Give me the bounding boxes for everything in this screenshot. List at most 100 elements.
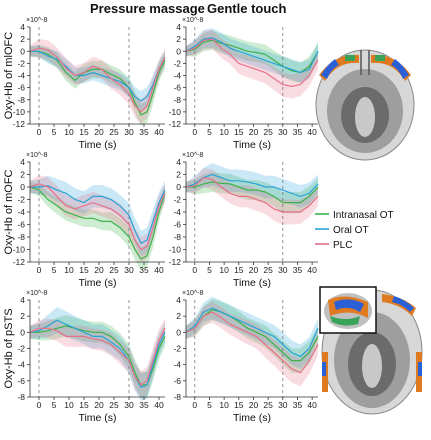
series-line-2: [185, 176, 319, 213]
x-tick-label: 0: [37, 400, 42, 410]
x-tick-label: 10: [219, 127, 229, 137]
y-tick-label: -2: [17, 58, 25, 68]
x-tick-label: 20: [94, 127, 104, 137]
x-tick-label: 40: [154, 400, 164, 410]
y-exponent-label: ×10^-8: [26, 17, 47, 24]
y-tick-label: -4: [17, 360, 25, 370]
y-tick-label: 0: [20, 327, 25, 337]
x-tick-label: 40: [154, 127, 164, 137]
x-tick-label: 15: [234, 127, 244, 137]
error-band-2: [30, 318, 165, 399]
y-tick-label: -10: [169, 245, 182, 255]
legend-label-oral-ot: Oral OT: [333, 225, 369, 236]
x-axis-label: Time (s): [233, 412, 271, 424]
legend-label-intranasal-ot: Intranasal OT: [333, 210, 394, 221]
panel-0-0: 0 5 10 15 20 25 30 35 40420-2-4-6-8-10-12×10^-8T…: [3, 17, 166, 151]
error-band-1: [186, 296, 318, 369]
x-axis-label: Time (s): [78, 139, 116, 151]
y-exponent-label: ×10^-8: [182, 17, 203, 24]
brain-image-mlofc: [315, 49, 415, 161]
y-tick-label: -6: [17, 220, 25, 230]
y-tick-label: -6: [173, 376, 181, 386]
y-tick-label: -10: [13, 107, 26, 117]
x-tick-label: 40: [154, 265, 164, 275]
series-line-0: [29, 186, 166, 260]
error-band-2: [186, 301, 318, 387]
y-tick-label: 0: [176, 327, 181, 337]
x-tick-label: 30: [124, 265, 134, 275]
series-line-1: [29, 319, 166, 389]
x-tick-label: 30: [124, 400, 134, 410]
panels: 0 5 10 15 20 25 30 35 40420-2-4-6-8-10-12×10^-8T…: [3, 17, 319, 424]
panel-0-1: 0 5 10 15 20 25 30 35 40420-2-4-6-8-10-12×10^-8T…: [169, 17, 319, 151]
x-tick-label: 35: [293, 127, 303, 137]
x-tick-label: 35: [293, 265, 303, 275]
panel-1-1: 0 5 10 15 20 25 30 35 40420-2-4-6-8-10-12×10^-8T…: [169, 152, 319, 289]
x-tick-label: 0: [192, 265, 197, 275]
y-tick-label: 0: [20, 46, 25, 56]
error-band-1: [30, 307, 165, 401]
y-tick-label: -8: [17, 232, 25, 242]
x-axis-label: Time (s): [78, 412, 116, 424]
y-tick-label: -12: [13, 257, 26, 267]
series-line-2: [185, 38, 319, 88]
x-tick-label: 10: [64, 400, 74, 410]
y-tick-label: 2: [20, 170, 25, 180]
series-line-2: [29, 47, 166, 113]
x-tick-label: 5: [52, 400, 57, 410]
legend-label-plc: PLC: [333, 240, 352, 251]
y-tick-label: -8: [17, 392, 25, 402]
x-tick-label: 25: [263, 400, 273, 410]
x-tick-label: 25: [263, 127, 273, 137]
y-tick-label: 4: [176, 22, 181, 32]
error-band-1: [30, 175, 165, 256]
y-tick-label: -8: [173, 392, 181, 402]
x-tick-label: 25: [109, 265, 119, 275]
series-line-2: [29, 327, 166, 386]
x-tick-label: 30: [124, 127, 134, 137]
panel-1-0: 0 5 10 15 20 25 30 35 40420-2-4-6-8-10-12×10^-8T…: [3, 152, 166, 289]
y-tick-label: -4: [173, 360, 181, 370]
x-tick-label: 40: [307, 127, 317, 137]
y-tick-label: 2: [176, 311, 181, 321]
x-tick-label: 15: [234, 265, 244, 275]
series-line-0: [185, 309, 319, 362]
series-line-1: [185, 173, 319, 198]
y-tick-label: 4: [176, 157, 181, 167]
x-tick-label: 0: [192, 400, 197, 410]
x-tick-label: 25: [263, 265, 273, 275]
x-tick-label: 10: [64, 127, 74, 137]
y-tick-label: 4: [176, 295, 181, 305]
x-tick-label: 10: [219, 265, 229, 275]
y-tick-label: -2: [173, 58, 181, 68]
y-exponent-label: ×10^-8: [26, 290, 47, 297]
series-line-0: [186, 181, 319, 204]
y-tick-label: 4: [20, 295, 25, 305]
error-band-2: [186, 168, 318, 225]
y-tick-label: 4: [20, 157, 25, 167]
x-tick-label: 30: [278, 127, 288, 137]
y-tick-label: -8: [173, 95, 181, 105]
series-line-2: [185, 311, 319, 374]
x-tick-label: 25: [109, 127, 119, 137]
y-exponent-label: ×10^-8: [26, 152, 47, 159]
y-tick-label: -6: [17, 376, 25, 386]
y-tick-label: -4: [173, 71, 181, 81]
x-tick-label: 10: [64, 265, 74, 275]
y-tick-label: 2: [20, 34, 25, 44]
x-tick-label: 20: [249, 127, 259, 137]
x-tick-label: 35: [293, 400, 303, 410]
y-tick-label: -2: [173, 344, 181, 354]
y-tick-label: -6: [173, 83, 181, 93]
y-tick-label: 4: [20, 22, 25, 32]
y-exponent-label: ×10^-8: [182, 290, 203, 297]
series-line-1: [30, 185, 166, 245]
x-tick-label: 15: [79, 265, 89, 275]
error-band-0: [30, 315, 165, 398]
y-tick-label: -12: [169, 257, 182, 267]
x-tick-label: 5: [207, 400, 212, 410]
x-tick-label: 35: [139, 265, 149, 275]
